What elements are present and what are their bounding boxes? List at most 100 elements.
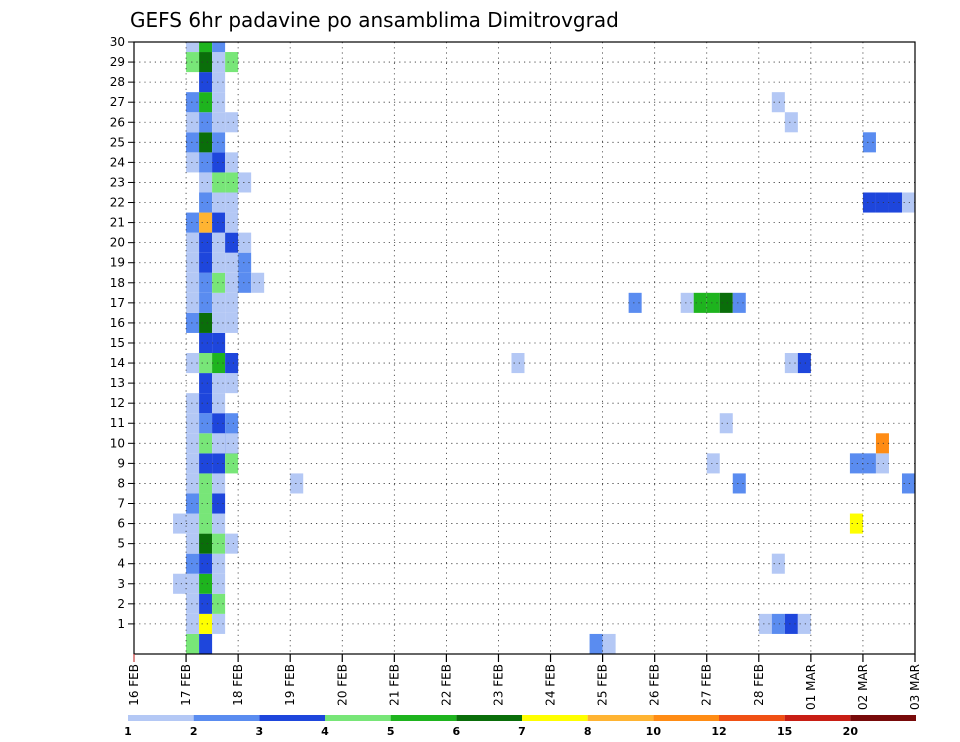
- x-tick-label: 02 MAR: [856, 664, 870, 710]
- heatmap-cell: [199, 292, 213, 313]
- heatmap-cell: [186, 573, 200, 594]
- heatmap-cell: [212, 453, 226, 474]
- colorbar-swatch: [719, 715, 785, 721]
- y-tick-label: 3: [117, 577, 125, 591]
- x-tick-label: 27 FEB: [700, 664, 714, 706]
- y-tick-label: 28: [110, 75, 125, 89]
- heatmap-cell: [199, 312, 213, 333]
- heatmap-cell: [771, 553, 785, 574]
- chart-title: GEFS 6hr padavine po ansamblima Dimitrov…: [130, 8, 619, 32]
- heatmap-cell: [186, 312, 200, 333]
- heatmap-cell: [901, 192, 915, 213]
- heatmap-cell: [212, 92, 226, 113]
- heatmap-cell: [186, 92, 200, 113]
- heatmap-cell: [225, 192, 239, 213]
- heatmap-cell: [771, 92, 785, 113]
- heatmap-cell: [849, 453, 863, 474]
- y-axis: 1234567891011121314151617181920212223242…: [110, 35, 134, 631]
- heatmap-cell: [225, 172, 239, 193]
- colorbar-label: 12: [711, 725, 726, 738]
- heatmap-cell: [212, 172, 226, 193]
- heatmap-cell: [719, 292, 733, 313]
- y-tick-label: 11: [110, 416, 125, 430]
- heatmap-cell: [212, 152, 226, 173]
- heatmap-cell: [212, 212, 226, 233]
- heatmap-cell: [212, 292, 226, 313]
- heatmap-cell: [199, 72, 213, 93]
- heatmap-cell: [784, 353, 798, 374]
- x-tick-label: 19 FEB: [283, 664, 297, 706]
- colorbar-label: 15: [777, 725, 792, 738]
- heatmap-cell: [797, 613, 811, 634]
- y-tick-label: 21: [110, 216, 125, 230]
- heatmap-cell: [199, 92, 213, 113]
- colorbar-swatch: [850, 715, 916, 721]
- colorbar-swatch: [587, 715, 654, 721]
- heatmap-cell: [212, 353, 226, 374]
- colorbar-label: 8: [584, 725, 592, 738]
- heatmap-cell: [199, 513, 213, 534]
- heatmap-cell: [212, 272, 226, 293]
- colorbar-swatch: [325, 715, 391, 721]
- y-tick-label: 15: [110, 336, 125, 350]
- heatmap-cell: [199, 112, 213, 133]
- heatmap-cell: [212, 533, 226, 554]
- y-tick-label: 12: [110, 396, 125, 410]
- heatmap-cell: [732, 473, 746, 494]
- heatmap-cell: [862, 453, 876, 474]
- x-tick-label: 18 FEB: [231, 664, 245, 706]
- y-tick-label: 29: [110, 55, 125, 69]
- heatmap-cell: [199, 52, 213, 73]
- y-tick-label: 16: [110, 316, 125, 330]
- heatmap-cell: [901, 473, 915, 494]
- x-tick-label: 23 FEB: [491, 664, 505, 706]
- plot-frame: [133, 41, 916, 655]
- heatmap-cell: [186, 353, 200, 374]
- heatmap-cell: [199, 192, 213, 213]
- colorbar: 1 2 3 4 5 6 7 8 10 12 15 20: [124, 715, 916, 738]
- heatmap-cell: [199, 413, 213, 434]
- heatmap-cell: [186, 112, 200, 133]
- x-tick-label: 26 FEB: [648, 664, 662, 706]
- x-tick-label: 20 FEB: [335, 664, 349, 706]
- heatmap-cell: [186, 553, 200, 574]
- heatmap-cell: [186, 633, 200, 654]
- heatmap-cell: [173, 573, 187, 594]
- heatmap-cell: [199, 272, 213, 293]
- heatmap-cell: [186, 42, 200, 53]
- y-tick-label: 25: [110, 135, 125, 149]
- heatmap-cell: [225, 353, 239, 374]
- heatmap-cell: [693, 292, 707, 313]
- heatmap-cell: [225, 292, 239, 313]
- y-tick-label: 26: [110, 115, 125, 129]
- heatmap-cell: [199, 393, 213, 414]
- heatmap-cell: [199, 593, 213, 614]
- y-tick-label: 8: [117, 476, 125, 490]
- heatmap-cell: [784, 112, 798, 133]
- heatmap-cell: [186, 272, 200, 293]
- heatmap-cell: [199, 473, 213, 494]
- heatmap-cell: [212, 52, 226, 73]
- x-tick-label: 16 FEB: [127, 664, 141, 706]
- heatmap-cell: [212, 72, 226, 93]
- heatmap-cell: [186, 232, 200, 253]
- heatmap-cell: [212, 473, 226, 494]
- heatmap-cell: [771, 613, 785, 634]
- heatmap-cell: [238, 232, 252, 253]
- heatmap-cell: [199, 232, 213, 253]
- colorbar-label: 1: [124, 725, 132, 738]
- heatmap-cell: [199, 252, 213, 273]
- heatmap-cell: [212, 393, 226, 414]
- heatmap-cell: [212, 433, 226, 454]
- heatmap-cell: [888, 192, 902, 213]
- heatmap-cell: [212, 312, 226, 333]
- x-tick-label: 28 FEB: [752, 664, 766, 706]
- heatmap-cell: [225, 453, 239, 474]
- y-tick-label: 27: [110, 95, 125, 109]
- y-tick-label: 13: [110, 376, 125, 390]
- heatmap-cell: [589, 633, 603, 654]
- x-tick-label: 25 FEB: [596, 664, 610, 706]
- y-tick-label: 20: [110, 236, 125, 250]
- heatmap-cell: [849, 513, 863, 534]
